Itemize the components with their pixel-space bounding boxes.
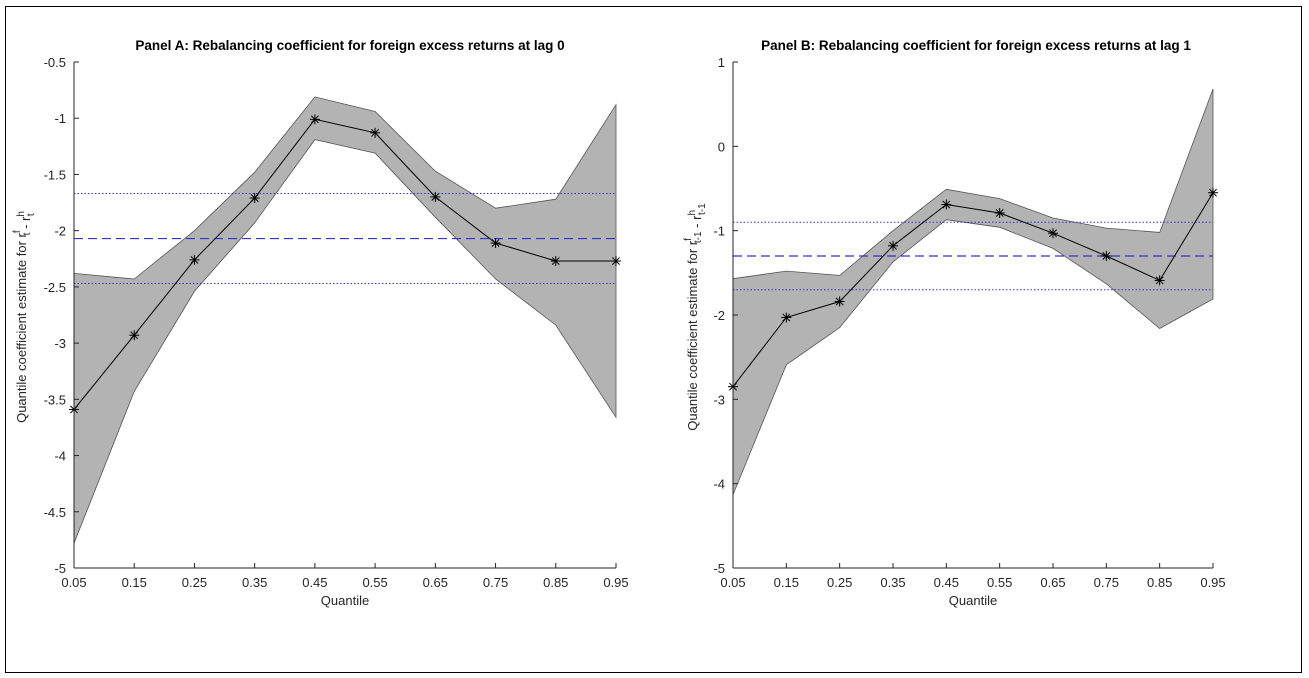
estimate-point [888,240,898,251]
y-label-sub2: t-1 [697,203,708,215]
x-tick-label: 0.65 [423,575,448,590]
estimate-point [611,256,621,267]
x-tick-label: 0.85 [1147,575,1172,590]
x-tick-label: 0.15 [774,575,799,590]
confidence-band [732,88,1214,495]
x-tick-label: 0.55 [362,575,387,590]
y-tick-label: -4 [713,477,725,492]
y-tick-label: -2 [713,308,725,323]
y-tick-label: -4.5 [44,505,66,520]
x-tick-label: 0.55 [987,575,1012,590]
x-tick-label: 0.35 [242,575,267,590]
y-label-sup1: f [12,230,23,233]
estimate-point [781,312,792,323]
estimate-line [732,192,1214,388]
y-label-sup1: f [683,238,694,241]
x-axis-label: Quantile [321,593,369,608]
estimate-point [430,191,441,202]
confidence-band [73,96,617,544]
y-tick-label: -5 [54,561,66,576]
estimate-point [370,127,381,138]
y-label-sup2: h [687,210,698,216]
y-tick-label: -1.5 [44,167,66,182]
x-tick-label: 0.05 [61,575,86,590]
estimate-point [490,238,501,249]
y-tick-label: -2 [54,224,66,239]
x-tick-label: 0.85 [543,575,568,590]
estimate-point [249,193,260,204]
chart-title: Panel B: Rebalancing coefficient for for… [761,38,1191,53]
estimate-point [834,296,845,307]
x-tick-label: 0.95 [1200,575,1225,590]
estimate-point [129,330,140,341]
y-label-sup2: h [16,211,27,217]
estimate-line [73,118,616,410]
panel-b: 0.05 0.15 0.25 0.35 0.45 0.55 0.65 0.75 0.85 0.95… [683,38,1226,608]
chart-title: Panel A: Rebalancing coefficient for for… [135,38,564,53]
x-axis-label: Quantile [949,593,997,608]
y-axis-label: Quantile coefficient estimate for rft-1 … [683,203,708,431]
y-tick-label: -3 [713,392,725,407]
x-tick-label: 0.75 [1094,575,1119,590]
y-tick-label: 0 [718,139,725,154]
estimate-point [550,256,561,267]
y-label-prefix: Quantile coefficient estimate for r [14,232,29,422]
y-label-prefix: Quantile coefficient estimate for r [685,240,700,430]
y-tick-label: -3 [54,336,66,351]
x-tick-label: 0.75 [483,575,508,590]
estimate-point [309,114,320,125]
y-tick-label: -3.5 [44,392,66,407]
y-tick-label: -1 [713,224,725,239]
x-tick-label: 0.25 [182,575,207,590]
estimate-point [941,199,952,210]
y-label-sub2: t [26,213,37,216]
y-tick-label: -1 [54,111,66,126]
x-tick-label: 0.05 [720,575,745,590]
x-tick-label: 0.45 [934,575,959,590]
estimate-point [1208,187,1218,198]
y-axis-label: Quantile coefficient estimate for rft - … [12,211,37,423]
y-tick-label: 1 [718,55,725,70]
x-tick-label: 0.35 [880,575,905,590]
y-tick-label: -2.5 [44,280,66,295]
estimate-point [1154,275,1165,286]
x-tick-label: 0.95 [603,575,628,590]
x-tick-label: 0.45 [302,575,327,590]
y-label-mid: - r [689,215,704,232]
figure-frame [5,6,1302,673]
estimate-point [1101,250,1112,261]
x-tick-label: 0.65 [1040,575,1065,590]
y-tick-label: -4 [54,449,66,464]
estimate-point [994,207,1005,218]
x-tick-label: 0.15 [122,575,147,590]
estimate-point [1048,228,1058,239]
panel-a: 0.05 0.15 0.25 0.35 0.45 0.55 0.65 0.75 0.85 0.95… [12,38,629,608]
y-label-mid: - r [18,216,33,233]
y-tick-label: -0.5 [44,55,66,70]
estimate-point [189,254,200,265]
y-label-sub1: t [22,232,33,235]
y-tick-label: -5 [713,561,725,576]
x-tick-label: 0.25 [827,575,852,590]
y-label-sub1: t-1 [693,231,704,243]
